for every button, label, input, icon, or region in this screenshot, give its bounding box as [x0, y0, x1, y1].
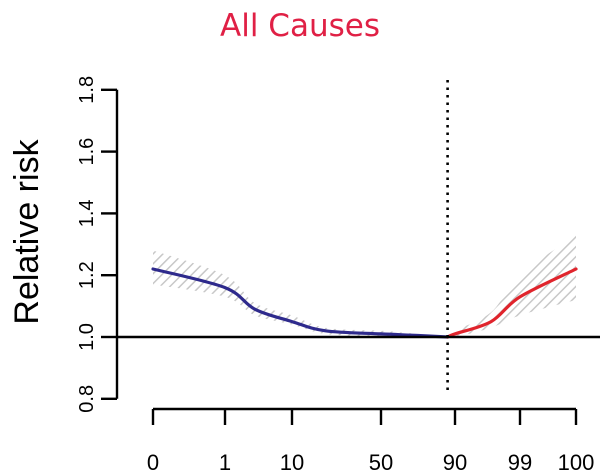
risk-curve-above_threshold: [446, 267, 578, 339]
confidence-band-below_threshold: [153, 250, 448, 338]
x-tick-label: 0: [147, 450, 159, 475]
y-tick-label: 1.2: [76, 261, 98, 289]
confidence-band-above_threshold: [447, 235, 576, 338]
risk-curves: [151, 267, 578, 339]
y-tick-label: 1.8: [76, 76, 98, 104]
y-tick-label: 1.4: [76, 199, 98, 227]
chart-title: All Causes: [220, 8, 380, 44]
x-tick-label: 50: [369, 450, 393, 475]
y-axis: 0.8 1.0 1.2 1.4 1.6 1.8: [76, 76, 119, 413]
risk-curve-below_threshold: [151, 267, 450, 339]
confidence-bands: [153, 235, 576, 338]
reference-lines: [116, 80, 600, 390]
x-tick-label: 10: [280, 450, 304, 475]
x-axis: 0 1 10 50 90 99 100: [147, 407, 595, 475]
x-tick-label: 90: [443, 450, 467, 475]
y-tick-label: 0.8: [76, 385, 98, 413]
x-tick-label: 1: [219, 450, 231, 475]
x-tick-label: 99: [508, 450, 532, 475]
y-tick-label: 1.0: [76, 323, 98, 351]
x-tick-label: 100: [558, 450, 595, 475]
y-tick-label: 1.6: [76, 138, 98, 166]
